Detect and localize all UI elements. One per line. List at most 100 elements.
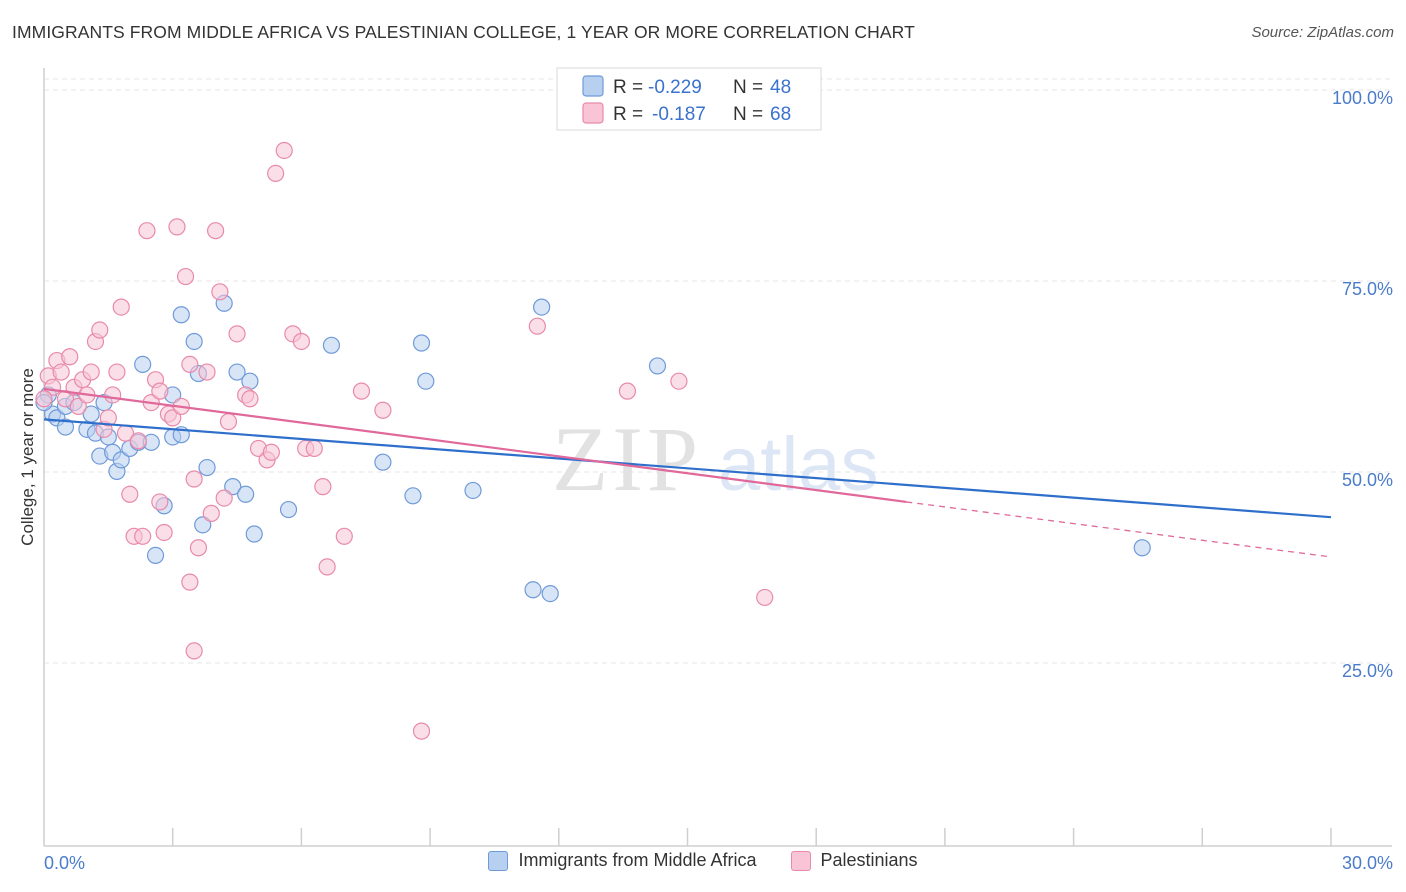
point-0-43 [533, 298, 551, 316]
trend-line-dashed-1 [906, 501, 1332, 558]
axes [43, 68, 1392, 847]
point-0-17 [134, 355, 152, 373]
point-1-36 [185, 470, 203, 488]
point-0-44 [541, 584, 559, 603]
point-1-14 [99, 409, 117, 427]
y-tick-label-1: 50.0% [1342, 470, 1393, 490]
point-0-19 [146, 546, 165, 565]
point-1-7 [69, 397, 87, 416]
point-1-59 [352, 382, 371, 400]
point-0-38 [412, 334, 431, 352]
point-1-39 [202, 504, 220, 522]
point-1-40 [207, 222, 225, 240]
x-tick-marks [171, 828, 1332, 846]
point-1-22 [134, 527, 152, 545]
point-1-23 [138, 222, 156, 240]
watermark: ZIP atlas [552, 408, 879, 510]
stats-legend-swatch-middle-africa [582, 75, 604, 97]
point-1-49 [262, 443, 280, 461]
gridlines [44, 78, 1392, 664]
point-1-27 [151, 493, 169, 511]
y-tick-label-2: 75.0% [1342, 279, 1393, 299]
point-1-42 [215, 489, 233, 507]
stats-r-label-palestinians: R = [613, 104, 643, 125]
stats-r-value-palestinians: -0.187 [652, 104, 706, 125]
point-0-30 [224, 478, 242, 496]
point-1-34 [181, 355, 199, 373]
legend-item-palestinians: Palestinians [790, 850, 918, 871]
point-1-3 [52, 363, 70, 381]
stats-legend-swatch-palestinians [582, 102, 604, 124]
trend-line-0 [43, 418, 1332, 519]
point-0-35 [279, 500, 298, 519]
point-1-21 [129, 432, 147, 450]
y-tick-label-0: 25.0% [1342, 661, 1393, 681]
x-tick-label-1: 30.0% [1342, 853, 1393, 873]
chart-title: IMMIGRANTS FROM MIDDLE AFRICA VS PALESTI… [12, 22, 915, 42]
point-1-58 [335, 527, 353, 545]
stats-r-label-middle-africa: R = [613, 77, 643, 98]
point-1-31 [168, 218, 186, 236]
point-0-45 [648, 357, 667, 375]
point-0-3 [56, 418, 75, 436]
series-legend: Immigrants from Middle Africa Palestinia… [0, 850, 1406, 871]
trend-line-1 [43, 387, 907, 504]
point-0-41 [464, 481, 482, 500]
point-1-50 [267, 164, 285, 182]
point-1-46 [241, 390, 259, 408]
y-axis-label: College, 1 year or more [18, 368, 37, 546]
watermark-atlas: atlas [718, 422, 879, 507]
x-tick-labels: 0.0% 30.0% [44, 853, 1393, 873]
point-0-42 [524, 581, 542, 599]
chart-source: Source: ZipAtlas.com [1251, 24, 1394, 41]
stats-legend: R = -0.229 N = 48 R = -0.187 N = 68 [556, 67, 822, 131]
point-1-17 [112, 298, 130, 316]
legend-swatch-palestinians [790, 850, 811, 871]
point-1-60 [374, 401, 392, 419]
point-1-38 [198, 363, 216, 381]
point-1-67 [35, 390, 53, 408]
point-1-66 [185, 642, 203, 660]
point-1-37 [189, 539, 208, 557]
point-1-5 [61, 348, 79, 366]
stats-n-label-palestinians: N = [733, 104, 763, 125]
legend-swatch-middle-africa [488, 850, 509, 871]
point-0-36 [322, 336, 341, 354]
trend-lines [43, 387, 1332, 558]
point-1-16 [108, 363, 126, 381]
point-1-30 [164, 409, 182, 427]
point-0-28 [198, 458, 216, 477]
point-1-44 [228, 325, 246, 343]
point-1-10 [82, 363, 100, 381]
legend-label-middle-africa: Immigrants from Middle Africa [518, 850, 757, 870]
point-0-25 [185, 332, 203, 351]
point-1-63 [618, 382, 637, 400]
point-0-40 [404, 487, 422, 505]
y-tick-labels: 25.0% 50.0% 75.0% 100.0% [1332, 88, 1393, 681]
point-0-32 [237, 485, 255, 503]
point-0-37 [374, 453, 392, 471]
stats-n-value-palestinians: 68 [770, 104, 791, 125]
point-1-56 [314, 478, 332, 496]
point-1-41 [211, 283, 229, 301]
point-0-34 [245, 525, 263, 543]
point-1-65 [756, 588, 774, 607]
point-1-61 [412, 722, 431, 740]
point-1-15 [104, 386, 122, 404]
point-1-53 [292, 332, 310, 351]
legend-item-middle-africa: Immigrants from Middle Africa [488, 850, 757, 871]
y-tick-label-3: 100.0% [1332, 88, 1393, 108]
point-0-46 [1133, 539, 1151, 557]
point-1-43 [219, 413, 238, 431]
stats-n-label-middle-africa: N = [733, 77, 763, 98]
point-0-14 [112, 451, 130, 469]
point-1-19 [121, 485, 139, 503]
point-1-28 [155, 523, 173, 542]
point-1-51 [275, 141, 293, 160]
legend-label-palestinians: Palestinians [820, 850, 918, 870]
point-1-33 [176, 267, 195, 286]
point-1-57 [318, 558, 336, 576]
point-1-64 [670, 372, 688, 390]
point-1-35 [181, 573, 199, 591]
